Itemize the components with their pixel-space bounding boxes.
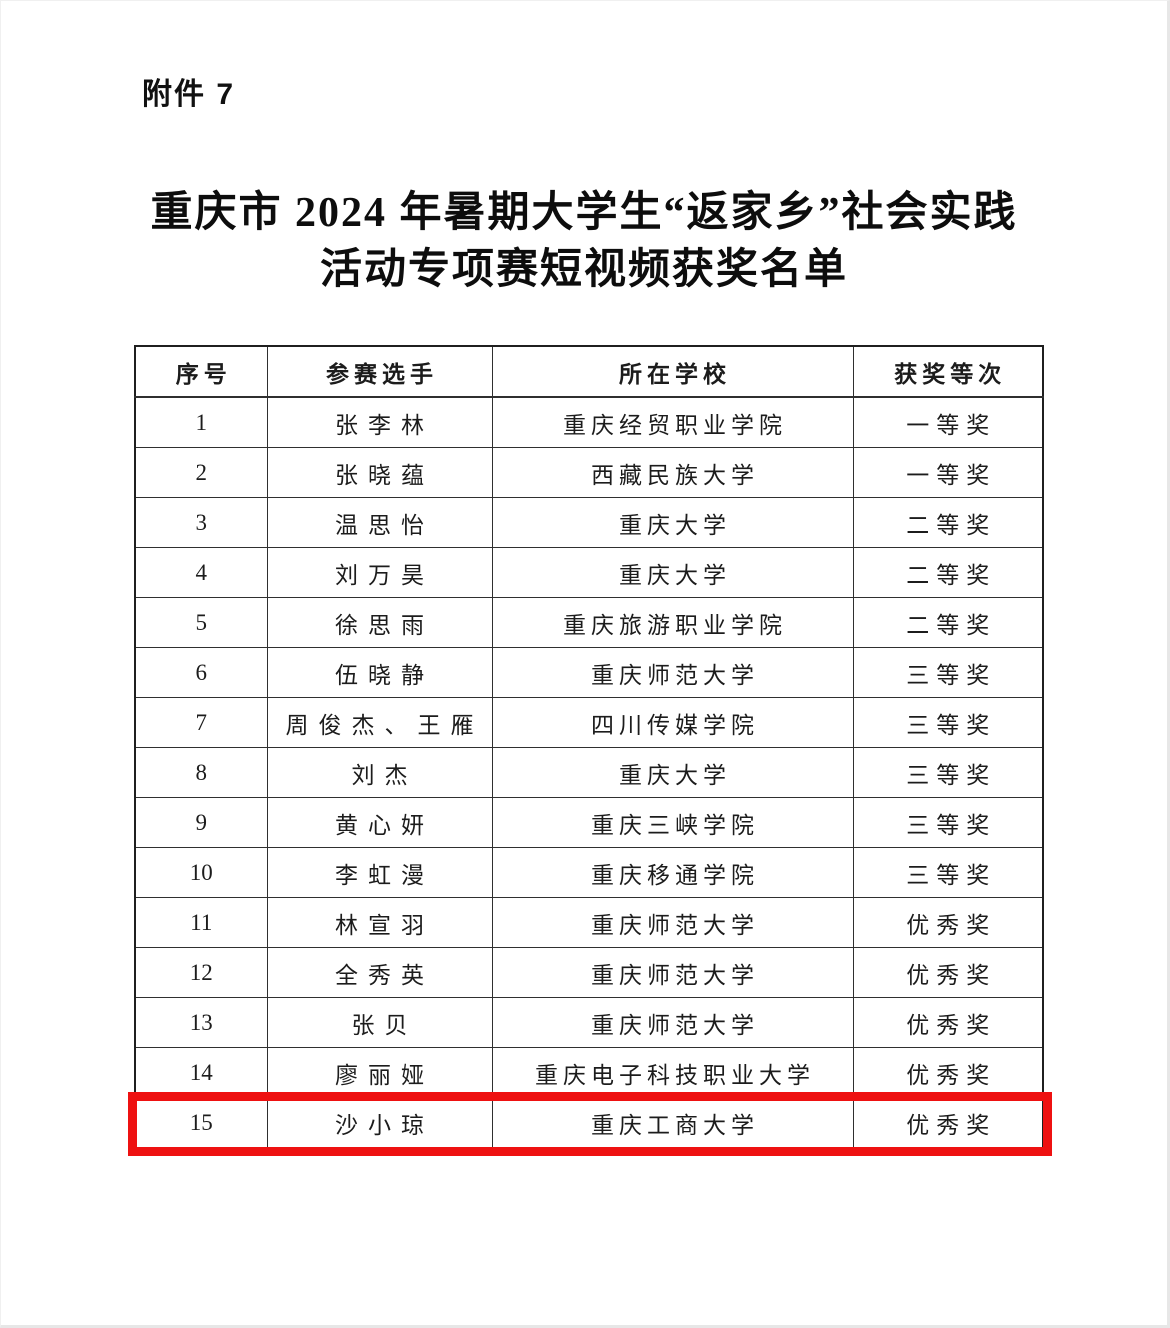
cell-name: 黄心妍	[266, 797, 493, 848]
cell-name: 全秀英	[266, 947, 493, 998]
cell-name: 刘万昊	[266, 547, 493, 598]
cell-no: 4	[134, 547, 268, 598]
cell-school: 重庆师范大学	[491, 897, 854, 948]
table-row: 8 刘杰 重庆大学 三等奖	[134, 747, 1044, 798]
cell-school: 四川传媒学院	[491, 697, 854, 748]
header-cell-name: 参赛选手	[266, 345, 493, 398]
header-cell-award: 获奖等次	[852, 345, 1044, 398]
cell-school: 重庆师范大学	[491, 647, 854, 698]
cell-no: 10	[134, 847, 268, 898]
cell-name: 伍晓静	[266, 647, 493, 698]
table-row: 13 张贝 重庆师范大学 优秀奖	[134, 997, 1044, 1048]
cell-school: 重庆工商大学	[491, 1097, 854, 1149]
table-row: 5 徐思雨 重庆旅游职业学院 二等奖	[134, 597, 1044, 648]
cell-name: 沙小琼	[266, 1097, 493, 1149]
cell-award: 一等奖	[852, 447, 1044, 498]
cell-school: 重庆师范大学	[491, 947, 854, 998]
cell-no: 3	[134, 497, 268, 548]
title-line-2: 活动专项赛短视频获奖名单	[319, 247, 848, 293]
cell-award: 优秀奖	[852, 947, 1044, 998]
cell-school: 重庆旅游职业学院	[491, 597, 854, 648]
table-row: 10 李虹漫 重庆移通学院 三等奖	[134, 847, 1044, 898]
cell-no: 5	[134, 597, 268, 648]
cell-award: 优秀奖	[852, 1047, 1044, 1098]
header-cell-school: 所在学校	[491, 345, 854, 398]
cell-award: 二等奖	[852, 547, 1044, 598]
table-row: 11 林宣羽 重庆师范大学 优秀奖	[134, 897, 1044, 948]
cell-award: 三等奖	[852, 797, 1044, 848]
cell-no: 14	[134, 1047, 268, 1098]
cell-no: 6	[134, 647, 268, 698]
cell-award: 三等奖	[852, 647, 1044, 698]
cell-award: 三等奖	[852, 747, 1044, 798]
cell-name: 张晓蕴	[266, 447, 493, 498]
table-row: 3 温思怡 重庆大学 二等奖	[134, 497, 1044, 548]
cell-no: 1	[134, 396, 268, 448]
table-row: 4 刘万昊 重庆大学 二等奖	[134, 547, 1044, 598]
cell-award: 优秀奖	[852, 897, 1044, 948]
page-title: 重庆市 2024 年暑期大学生“返家乡”社会实践 活动专项赛短视频获奖名单	[1, 185, 1167, 299]
cell-name: 张李林	[266, 396, 493, 448]
cell-school: 重庆经贸职业学院	[491, 396, 854, 448]
cell-no: 13	[134, 997, 268, 1048]
cell-no: 9	[134, 797, 268, 848]
cell-name: 温思怡	[266, 497, 493, 548]
awards-table-header-row: 序号 参赛选手 所在学校 获奖等次	[134, 345, 1044, 398]
cell-school: 重庆大学	[491, 747, 854, 798]
cell-school: 重庆大学	[491, 547, 854, 598]
cell-school: 重庆师范大学	[491, 997, 854, 1048]
cell-award: 三等奖	[852, 697, 1044, 748]
cell-no: 11	[134, 897, 268, 948]
table-row: 7 周俊杰、王雁 四川传媒学院 三等奖	[134, 697, 1044, 748]
table-row: 6 伍晓静 重庆师范大学 三等奖	[134, 647, 1044, 698]
cell-award: 二等奖	[852, 497, 1044, 548]
cell-no: 8	[134, 747, 268, 798]
cell-name: 刘杰	[266, 747, 493, 798]
cell-no: 12	[134, 947, 268, 998]
awards-table-body: 1 张李林 重庆经贸职业学院 一等奖 2 张晓蕴 西藏民族大学 一等奖 3 温思…	[134, 396, 1044, 1149]
cell-name: 徐思雨	[266, 597, 493, 648]
cell-award: 优秀奖	[852, 997, 1044, 1048]
awards-table: 序号 参赛选手 所在学校 获奖等次 1 张李林 重庆经贸职业学院 一等奖 2 张…	[134, 345, 1044, 1149]
cell-name: 林宣羽	[266, 897, 493, 948]
cell-no: 15	[134, 1097, 268, 1149]
cell-name: 周俊杰、王雁	[266, 697, 493, 748]
cell-award: 一等奖	[852, 396, 1044, 448]
attachment-label: 附件 7	[142, 78, 236, 111]
header-cell-no: 序号	[134, 345, 268, 398]
table-row: 2 张晓蕴 西藏民族大学 一等奖	[134, 447, 1044, 498]
cell-name: 李虹漫	[266, 847, 493, 898]
cell-school: 重庆移通学院	[491, 847, 854, 898]
table-row: 12 全秀英 重庆师范大学 优秀奖	[134, 947, 1044, 998]
title-line-1: 重庆市 2024 年暑期大学生“返家乡”社会实践	[150, 190, 1018, 236]
cell-name: 廖丽娅	[266, 1047, 493, 1098]
table-row: 15 沙小琼 重庆工商大学 优秀奖	[134, 1097, 1044, 1149]
cell-school: 重庆大学	[491, 497, 854, 548]
table-row: 9 黄心妍 重庆三峡学院 三等奖	[134, 797, 1044, 848]
cell-school: 西藏民族大学	[491, 447, 854, 498]
cell-no: 7	[134, 697, 268, 748]
cell-award: 二等奖	[852, 597, 1044, 648]
table-row: 14 廖丽娅 重庆电子科技职业大学 优秀奖	[134, 1047, 1044, 1098]
cell-school: 重庆三峡学院	[491, 797, 854, 848]
table-row: 1 张李林 重庆经贸职业学院 一等奖	[134, 396, 1044, 448]
cell-school: 重庆电子科技职业大学	[491, 1047, 854, 1098]
cell-name: 张贝	[266, 997, 493, 1048]
cell-no: 2	[134, 447, 268, 498]
cell-award: 三等奖	[852, 847, 1044, 898]
cell-award: 优秀奖	[852, 1097, 1044, 1149]
